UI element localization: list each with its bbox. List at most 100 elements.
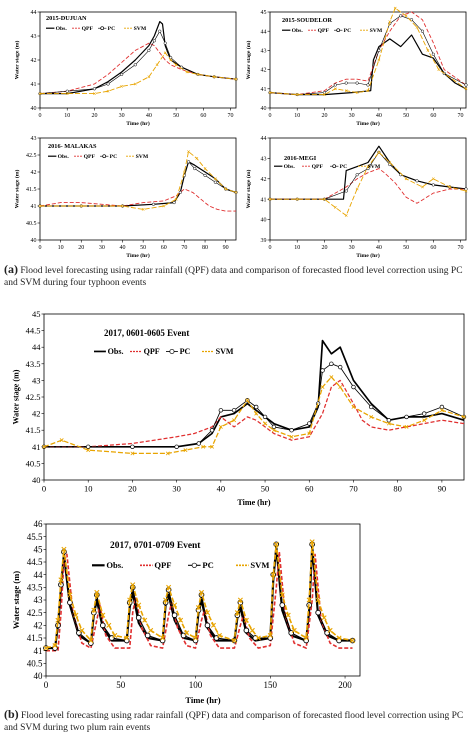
pc-point: [322, 91, 327, 95]
svm-point: [349, 637, 356, 644]
svm-point: [234, 77, 238, 81]
y-tick-label: 41: [32, 442, 41, 452]
svm-point: [224, 187, 228, 191]
y-tick-label: 41.5: [27, 633, 43, 643]
pc-point: [404, 414, 409, 420]
pc-point: [231, 408, 237, 413]
svm-point: [148, 627, 154, 633]
pc-point: [279, 602, 286, 608]
svm-point: [307, 431, 312, 436]
legend-label: PC: [110, 154, 118, 160]
pc-point: [123, 637, 130, 644]
pc-point: [92, 87, 97, 91]
pc-point: [192, 637, 199, 644]
legend-label: PC: [180, 347, 191, 356]
plot-frame: [43, 313, 465, 481]
pc-point: [163, 41, 167, 45]
legend-label: SVM: [216, 347, 234, 356]
y-tick-label: 44.5: [26, 326, 41, 336]
caption-b-text: Flood level forecasting using radar rain…: [4, 711, 464, 733]
pc-point: [213, 180, 217, 184]
y-tick-label: 40: [261, 218, 267, 224]
x-tick-label: 50: [116, 680, 126, 690]
legend-marker: [336, 28, 341, 33]
pc-point: [159, 637, 166, 644]
svm-point: [415, 25, 419, 29]
svm-point: [421, 185, 424, 189]
pc-point: [209, 428, 215, 433]
x-tick-label: 50: [403, 113, 409, 119]
x-axis-label: Time (hr): [356, 252, 380, 259]
svm-point: [94, 589, 100, 595]
y-tick-label: 40.5: [26, 458, 41, 468]
x-tick-label: 30: [172, 484, 181, 494]
y-tick-label: 42.5: [26, 392, 41, 402]
x-tick-label: 0: [42, 484, 46, 494]
svm-point: [88, 637, 94, 644]
svm-point: [183, 170, 186, 174]
legend-label: QPF: [82, 26, 94, 32]
y-tick-label: 40.5: [27, 658, 43, 668]
y-tick-label: 39: [261, 238, 267, 244]
svm-point: [192, 635, 199, 641]
chart-title: 2015-DUJUAN: [46, 15, 87, 22]
svm-point: [172, 602, 178, 608]
y-tick-label: 43.5: [26, 359, 41, 369]
svm-point: [169, 58, 173, 62]
svm-point: [279, 592, 285, 598]
series-line-svm: [43, 376, 465, 455]
svm-point: [234, 190, 238, 194]
y-axis-label: Water stage (m): [13, 170, 20, 209]
legend-marker: [102, 154, 107, 159]
pc-point: [355, 173, 359, 177]
svm-point: [121, 204, 124, 208]
x-tick-label: 60: [305, 484, 314, 494]
svm-point: [91, 607, 97, 613]
x-tick-label: 70: [349, 484, 358, 494]
y-tick-label: 42: [31, 170, 37, 176]
svm-point: [268, 91, 272, 95]
svm-point: [309, 539, 315, 545]
svm-point: [303, 635, 309, 641]
svm-point: [38, 204, 42, 208]
svm-point: [201, 444, 206, 449]
pc-point: [431, 183, 435, 187]
svm-point: [216, 632, 222, 639]
svm-point: [42, 444, 46, 449]
x-tick-label: 30: [99, 245, 105, 251]
legend-marker: [191, 562, 197, 568]
svm-point: [213, 177, 217, 181]
pc-point: [303, 637, 309, 644]
legend: Obs. QPF PC SVM: [48, 154, 149, 160]
series-line-pc: [44, 363, 465, 448]
y-tick-label: 44: [34, 570, 44, 580]
pc-point: [431, 52, 435, 56]
x-axis-label: Time (hr): [356, 120, 380, 127]
pc-point: [399, 14, 403, 18]
svm-point: [185, 70, 189, 74]
x-tick-label: 60: [430, 245, 436, 251]
series-line-pc: [40, 161, 237, 207]
pc-point: [120, 72, 124, 76]
pc-point: [464, 83, 468, 87]
legend-label: Obs.: [284, 164, 296, 170]
svm-point: [291, 627, 297, 633]
svm-point: [268, 197, 272, 201]
x-tick-label: 40: [120, 245, 126, 251]
svm-point: [270, 572, 276, 578]
svm-point: [366, 89, 370, 93]
legend-label: QPF: [318, 28, 330, 34]
x-tick-label: 0: [39, 113, 42, 119]
y-tick-label: 44: [32, 342, 41, 352]
pc-point: [386, 418, 392, 423]
svm-point: [267, 632, 273, 639]
pc-point: [388, 162, 392, 167]
svm-point: [165, 451, 170, 456]
y-tick-label: 41.5: [26, 187, 37, 193]
svm-point: [142, 617, 148, 623]
pc-point: [135, 614, 142, 621]
pc-point: [203, 173, 207, 177]
svm-point: [439, 408, 444, 413]
y-tick-label: 42: [34, 620, 43, 630]
svm-point: [61, 546, 67, 552]
